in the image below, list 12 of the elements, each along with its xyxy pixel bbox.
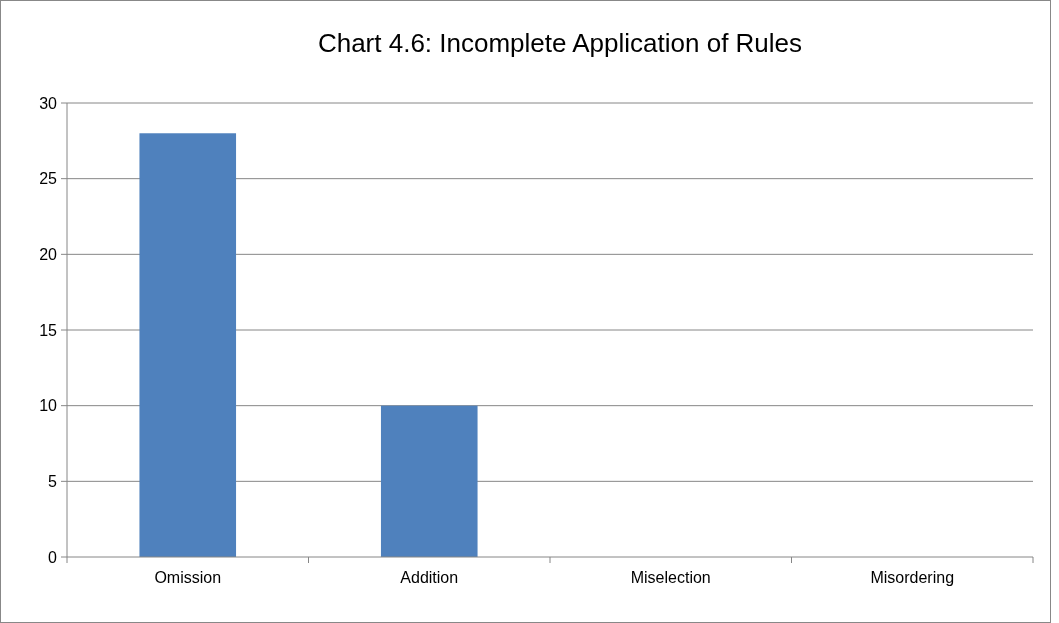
y-tick-label: 15: [39, 321, 58, 339]
x-tick-label: Misordering: [870, 569, 955, 586]
x-tick-label: Miselection: [630, 569, 711, 586]
x-tick-label: Omission: [154, 569, 222, 586]
y-tick-label: 5: [48, 472, 58, 490]
y-tick-label: 25: [39, 170, 58, 188]
y-tick-label: 0: [48, 548, 58, 566]
chart-title: Chart 4.6: Incomplete Application of Rules: [317, 28, 803, 58]
y-tick-label: 30: [39, 94, 58, 112]
y-tick-label: 20: [39, 245, 58, 263]
x-tick-label: Addition: [400, 569, 459, 586]
y-tick-label: 10: [39, 397, 58, 415]
